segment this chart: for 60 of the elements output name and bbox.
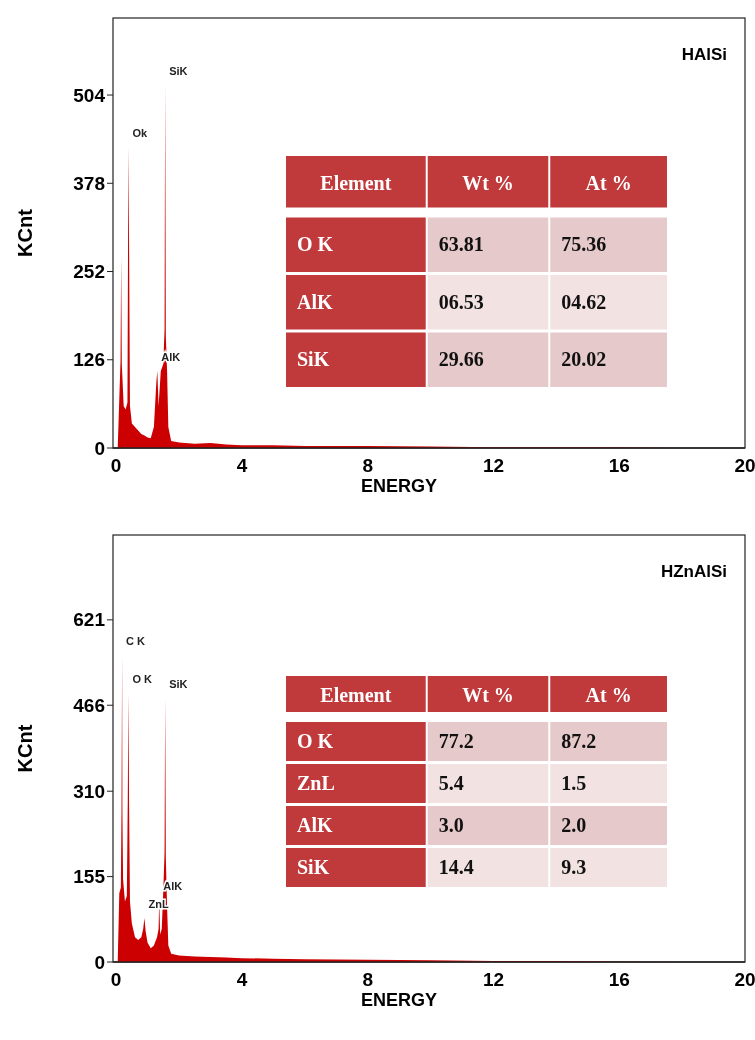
annotation: 9.3 [561, 856, 587, 878]
x-tick-label: 4 [236, 969, 248, 990]
y-tick-label: 504 [73, 84, 106, 106]
x-axis-title: ENERGY [360, 990, 438, 1010]
annotation: SiK [297, 856, 330, 878]
y-tick-label: 0 [94, 951, 105, 973]
annotation: 63.81 [438, 233, 484, 256]
y-tick-label: 126 [73, 349, 105, 371]
annotation: At % [585, 171, 632, 194]
annotation: 29.66 [438, 348, 484, 371]
annotation: 3.0 [438, 814, 464, 836]
annotation: Ok [132, 126, 148, 139]
x-tick-label: 8 [362, 969, 373, 990]
x-tick-label: 16 [608, 969, 630, 990]
x-tick-label: 4 [236, 455, 248, 476]
annotation: 5.4 [438, 772, 464, 794]
x-tick-label: 20 [734, 455, 755, 476]
y-axis-title: KCnt [14, 208, 36, 257]
x-tick-label: 20 [734, 969, 755, 990]
annotation: C K [126, 635, 146, 648]
annotation: SiK [297, 348, 330, 371]
y-tick-label: 252 [73, 261, 105, 283]
annotation: 2.0 [561, 814, 587, 836]
annotation: 77.2 [438, 730, 474, 752]
y-tick-label: 0 [94, 437, 105, 459]
annotation: 06.53 [438, 290, 484, 313]
text: HZnAlSi [660, 562, 727, 581]
y-tick-label: 621 [73, 609, 106, 631]
annotation: SiK [169, 64, 188, 77]
x-tick-label: 0 [110, 969, 122, 990]
annotation: AlK [297, 290, 333, 313]
y-axis-title: KCnt [14, 724, 36, 773]
annotation: Wt % [462, 171, 514, 194]
x-tick-label: 0 [110, 455, 122, 476]
annotation: 75.36 [561, 233, 607, 256]
y-tick-label: 466 [73, 694, 105, 716]
y-tick-label: 378 [73, 172, 105, 194]
x-tick-label: 12 [482, 455, 505, 476]
y-tick-label: 310 [73, 780, 105, 802]
annotation: 1.5 [561, 772, 587, 794]
x-tick-label: 8 [362, 455, 373, 476]
annotation: At % [585, 684, 632, 706]
annotation: SiK [169, 678, 188, 691]
x-tick-label: 16 [608, 455, 630, 476]
x-axis-title: ENERGY [360, 476, 438, 496]
text: HAlSi [681, 45, 727, 64]
annotation: 14.4 [438, 856, 474, 878]
annotation: O K [132, 673, 153, 686]
annotation: 20.02 [561, 348, 607, 371]
annotation: O K [297, 233, 334, 256]
annotation: O K [297, 730, 334, 752]
y-tick-label: 155 [73, 866, 106, 888]
x-tick-label: 12 [482, 969, 505, 990]
annotation: Wt % [462, 684, 514, 706]
annotation: Element [320, 171, 392, 194]
annotation: 87.2 [561, 730, 597, 752]
annotation: 04.62 [561, 290, 607, 313]
annotation: AlK [297, 814, 333, 836]
annotation: ZnL [297, 772, 335, 794]
annotation: Element [320, 684, 392, 706]
